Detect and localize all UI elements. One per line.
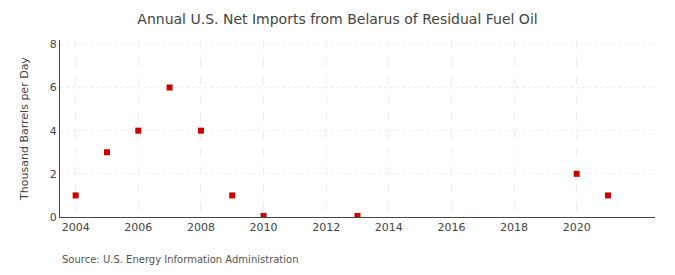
- svg-text:2008: 2008: [187, 221, 215, 234]
- svg-text:2004: 2004: [62, 221, 90, 234]
- svg-text:2020: 2020: [563, 221, 591, 234]
- svg-text:2010: 2010: [250, 221, 278, 234]
- svg-text:2014: 2014: [375, 221, 403, 234]
- svg-text:4: 4: [50, 125, 57, 138]
- svg-text:2006: 2006: [124, 221, 152, 234]
- svg-text:2: 2: [50, 168, 57, 181]
- svg-text:2012: 2012: [312, 221, 340, 234]
- svg-text:6: 6: [50, 81, 57, 94]
- svg-text:Thousand Barrels per Day: Thousand Barrels per Day: [18, 57, 31, 201]
- svg-text:8: 8: [50, 38, 57, 51]
- svg-text:2016: 2016: [437, 221, 465, 234]
- svg-text:Source: U.S. Energy Informatio: Source: U.S. Energy Information Administ…: [62, 254, 299, 265]
- svg-text:Annual U.S. Net Imports from B: Annual U.S. Net Imports from Belarus of …: [137, 11, 537, 27]
- svg-text:2018: 2018: [500, 221, 528, 234]
- svg-text:0: 0: [50, 211, 57, 224]
